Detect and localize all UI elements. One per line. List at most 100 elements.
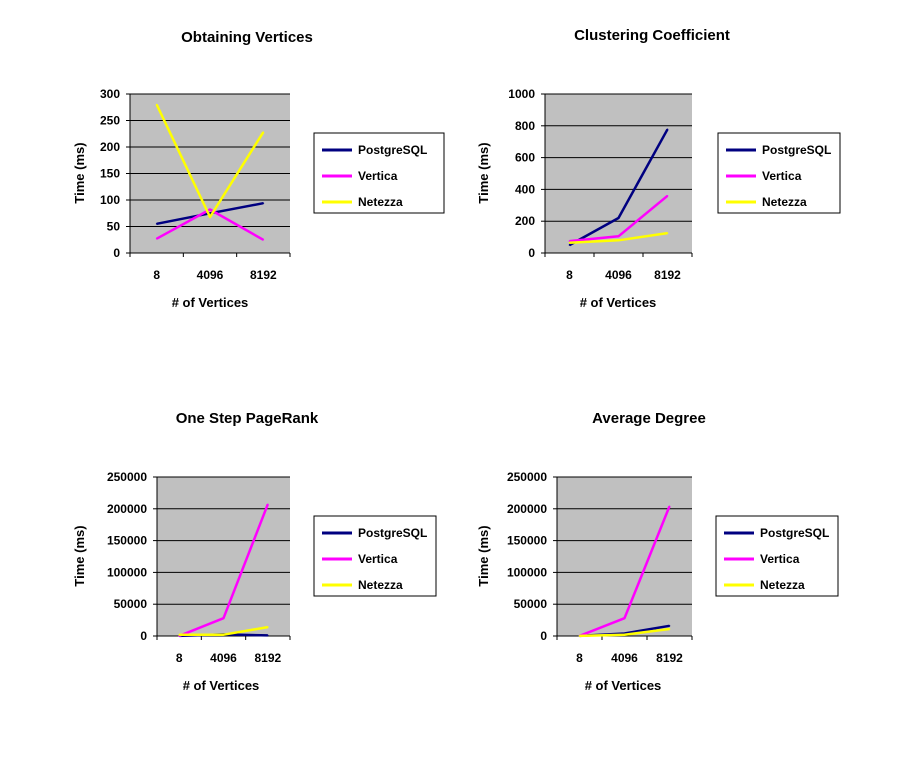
legend: PostgreSQL Vertica Netezza	[313, 132, 445, 214]
y-tick-label: 100000	[107, 565, 147, 579]
x-axis-label: # of Vertices	[172, 295, 249, 310]
y-axis-label: Time (ms)	[72, 525, 87, 586]
y-axis-label: Time (ms)	[72, 142, 87, 203]
x-tick-label: 8	[576, 651, 583, 665]
x-tick-label: 8192	[656, 651, 683, 665]
data-point	[668, 628, 671, 630]
data-point	[262, 202, 265, 204]
y-tick-label: 800	[515, 119, 535, 133]
data-point	[267, 634, 269, 637]
legend-label: Netezza	[358, 195, 403, 209]
data-point	[568, 241, 571, 244]
y-tick-label: 250	[100, 114, 120, 128]
data-point	[222, 617, 225, 619]
data-point	[155, 223, 158, 225]
y-tick-label: 0	[540, 629, 547, 643]
data-point	[666, 194, 669, 197]
x-tick-label: 4096	[611, 651, 638, 665]
y-tick-label: 250000	[507, 470, 547, 484]
y-tick-label: 300	[100, 87, 120, 101]
y-tick-label: 1000	[508, 87, 535, 101]
data-point	[267, 626, 269, 628]
y-axis-label: Time (ms)	[476, 142, 491, 203]
data-point	[623, 633, 626, 636]
chart-title: One Step PageRank	[176, 410, 319, 427]
x-tick-label: 8192	[254, 651, 281, 665]
data-point	[617, 217, 620, 219]
data-point	[617, 239, 620, 242]
data-point	[267, 503, 269, 506]
chart-title: Clustering Coefficient	[574, 27, 730, 44]
y-tick-label: 0	[113, 246, 120, 260]
x-axis-label: # of Vertices	[585, 678, 662, 693]
x-tick-label: 8	[153, 268, 160, 282]
y-tick-label: 200000	[107, 502, 147, 516]
data-point	[668, 505, 671, 508]
y-tick-label: 50	[107, 220, 121, 234]
data-point	[155, 103, 158, 106]
data-point	[668, 625, 671, 627]
y-tick-label: 150	[100, 167, 120, 181]
legend-box	[715, 515, 839, 597]
y-tick-label: 0	[140, 629, 147, 643]
x-tick-label: 8192	[654, 268, 681, 282]
y-tick-label: 200000	[507, 502, 547, 516]
chart-0: Obtaining Vertices 0 50 100 150 200 250 300 8 409…	[72, 29, 445, 310]
x-tick-label: 4096	[197, 268, 224, 282]
chart-title: Obtaining Vertices	[181, 29, 313, 46]
x-tick-label: 8	[176, 651, 183, 665]
legend-label: Vertica	[358, 169, 398, 183]
y-tick-label: 150000	[107, 534, 147, 548]
y-tick-label: 200	[100, 140, 120, 154]
legend-label: Netezza	[358, 578, 403, 592]
data-point	[222, 633, 225, 636]
y-tick-label: 600	[515, 151, 535, 165]
y-tick-label: 400	[515, 182, 535, 196]
y-tick-label: 0	[528, 246, 535, 260]
data-point	[666, 128, 669, 131]
legend-label: Vertica	[760, 552, 800, 566]
y-tick-label: 250000	[107, 470, 147, 484]
chart-2: One Step PageRank 0 50000 100000 150000 20000…	[72, 410, 437, 693]
legend-label: Vertica	[762, 169, 802, 183]
x-tick-label: 4096	[605, 268, 632, 282]
data-point	[666, 232, 669, 234]
plot-area	[157, 477, 290, 636]
data-point	[209, 208, 211, 211]
legend-box	[313, 515, 437, 597]
legend-label: PostgreSQL	[762, 143, 831, 157]
legend-label: Netezza	[760, 578, 805, 592]
legend-label: PostgreSQL	[760, 526, 829, 540]
data-point	[209, 216, 211, 218]
legend-box	[313, 132, 445, 214]
legend: PostgreSQL Vertica Netezza	[715, 515, 839, 597]
legend: PostgreSQL Vertica Netezza	[313, 515, 437, 597]
legend-label: PostgreSQL	[358, 143, 427, 157]
x-tick-label: 8	[566, 268, 573, 282]
y-tick-label: 100000	[507, 565, 547, 579]
legend: PostgreSQL Vertica Netezza	[717, 132, 841, 214]
y-tick-label: 50000	[114, 597, 148, 611]
data-point	[155, 237, 158, 240]
legend-label: Vertica	[358, 552, 398, 566]
data-point	[623, 617, 626, 619]
plot-area	[545, 94, 692, 253]
data-point	[178, 633, 180, 636]
y-tick-label: 50000	[514, 597, 548, 611]
legend-label: Netezza	[762, 195, 807, 209]
legend-box	[717, 132, 841, 214]
data-point	[578, 635, 581, 637]
data-point	[568, 244, 571, 246]
y-axis-label: Time (ms)	[476, 525, 491, 586]
chart-title: Average Degree	[592, 410, 706, 427]
y-tick-label: 150000	[507, 534, 547, 548]
x-axis-label: # of Vertices	[580, 295, 657, 310]
chart-3: Average Degree 0 50000 100000 150000 200000 25…	[476, 410, 839, 693]
data-point	[617, 235, 620, 238]
legend-label: PostgreSQL	[358, 526, 427, 540]
x-tick-label: 8192	[250, 268, 277, 282]
y-tick-label: 100	[100, 193, 120, 207]
x-tick-label: 4096	[210, 651, 237, 665]
